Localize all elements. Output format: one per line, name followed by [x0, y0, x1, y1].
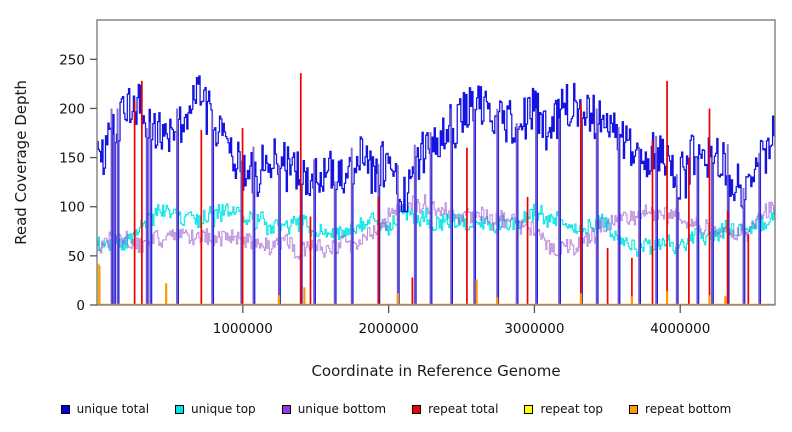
legend-swatch-icon	[524, 404, 534, 414]
legend-label: repeat bottom	[645, 402, 732, 416]
x-axis-tick-label: 2000000	[359, 321, 419, 337]
legend-item-repeat-bottom[interactable]: repeat bottom	[629, 402, 731, 416]
legend-label: unique bottom	[297, 402, 387, 416]
axes: 0 50 100 150 200 250 1000000 2000000 3000000 4000…	[12, 19, 776, 380]
legend-item-unique-bottom[interactable]: unique bottom	[281, 402, 387, 416]
y-axis-tick-label: 50	[68, 249, 85, 265]
legend-swatch-icon	[175, 404, 185, 414]
y-axis-tick-label: 0	[76, 298, 85, 314]
x-axis-tick-label: 3000000	[504, 321, 564, 337]
legend-swatch-icon	[60, 404, 70, 414]
legend-swatch-icon	[412, 404, 422, 414]
x-axis-title: Coordinate in Reference Genome	[311, 362, 560, 380]
plot-frame	[96, 19, 776, 306]
legend-label: unique top	[191, 402, 256, 416]
trace-unique-top	[97, 203, 775, 305]
x-axis-tick-label: 4000000	[650, 321, 710, 337]
trace-unique-bottom	[97, 194, 775, 305]
legend-swatch-icon	[281, 404, 291, 414]
trace-unique-total	[97, 75, 775, 305]
legend-swatch-icon	[629, 404, 639, 414]
legend-item-unique-top[interactable]: unique top	[175, 402, 256, 416]
y-axis-tick-label: 200	[59, 101, 85, 117]
y-axis-tick-label: 150	[59, 151, 85, 167]
x-axis-tick-label: 1000000	[213, 321, 273, 337]
y-axis-tick-label: 250	[59, 52, 85, 68]
y-axis-tick-label: 100	[59, 200, 85, 216]
legend-item-repeat-top[interactable]: repeat top	[524, 402, 603, 416]
plot-traces	[97, 73, 775, 305]
y-axis-title: Read Coverage Depth	[12, 80, 30, 245]
legend-item-unique-total[interactable]: unique total	[60, 402, 150, 416]
legend-label: unique total	[76, 402, 150, 416]
legend-label: repeat total	[428, 402, 499, 416]
legend-label: repeat top	[540, 402, 604, 416]
legend-item-repeat-total[interactable]: repeat total	[412, 402, 498, 416]
chart-legend: unique total unique top unique bottom repea…	[0, 398, 792, 420]
